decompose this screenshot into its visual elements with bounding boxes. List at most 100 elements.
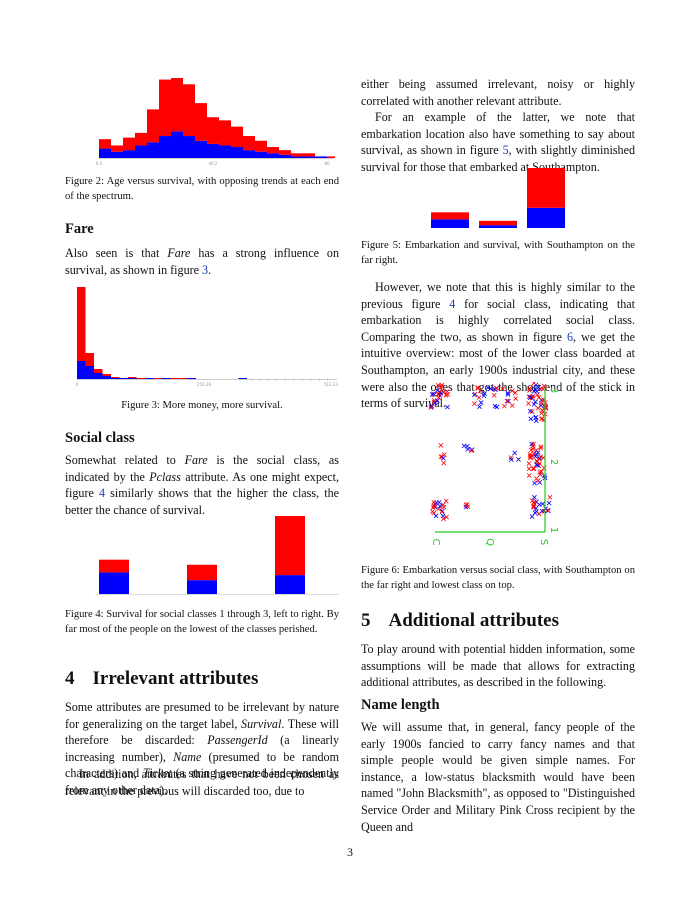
figure-3-fare-histogram: 0 256.16 512.33	[76, 287, 338, 387]
fig3-bar-s0-5	[119, 378, 128, 379]
fig5-bar-s1-0	[431, 212, 469, 220]
fig6-point-112	[529, 441, 535, 447]
fig6-point-53	[513, 396, 519, 402]
figure-4-link-2[interactable]: 4	[449, 296, 456, 311]
fig6-point-189	[440, 455, 446, 461]
fig4-bar-s0-2	[275, 575, 305, 594]
figure-6-link[interactable]: 6	[566, 329, 574, 344]
fig3-bar-s1-4	[111, 377, 120, 378]
fig2-bar-s0-16	[291, 156, 303, 158]
fig6-point-54	[477, 404, 482, 410]
fig6-point-90	[539, 407, 545, 413]
section-4-heading: 4 Irrelevant attributes	[65, 668, 259, 689]
fig6-point-15	[443, 392, 449, 398]
embarkation-paragraph: For an example of the latter, we note th…	[361, 110, 635, 174]
fig6-point-181	[431, 499, 437, 505]
name-length-paragraph: We will assume that, in general, fancy p…	[361, 720, 635, 834]
fig2-bar-s0-4	[147, 142, 159, 158]
fig2-bar-s0-10	[219, 145, 231, 158]
fig6-point-24	[432, 400, 438, 406]
figure-5-link[interactable]: 5	[502, 143, 509, 158]
social-class-heading: Social class	[65, 430, 135, 446]
fig6-point-62	[539, 410, 544, 416]
fig6-point-155	[547, 494, 553, 500]
fig6-point-141	[530, 453, 536, 459]
fig6-point-164	[444, 514, 449, 520]
fig6-point-9	[431, 391, 436, 397]
figure-5-embarkation-bars	[431, 168, 565, 228]
fig6-point-200	[512, 450, 518, 456]
fig6-point-193	[469, 448, 474, 454]
fig6-point-42	[482, 391, 487, 396]
fig4-bar-s1-1	[187, 564, 217, 581]
fig2-bar-s1-9	[207, 117, 219, 144]
fig6-point-156	[533, 505, 539, 511]
figure-2-age-histogram: 0.4 40.2 80	[96, 78, 335, 166]
fig2-bar-s0-17	[303, 156, 315, 158]
fig6-x-tick-0: C	[430, 539, 441, 546]
fig2-tick-label-1: 40.2	[209, 161, 218, 166]
fig6-point-196	[463, 504, 469, 510]
fig3-bar-s1-11	[170, 378, 179, 379]
fig2-bar-s1-16	[291, 153, 303, 157]
fig6-point-37	[509, 388, 515, 394]
fig6-point-26	[505, 398, 511, 404]
fig2-bar-s0-6	[171, 131, 183, 158]
fig2-bar-s1-14	[267, 147, 279, 154]
figure-5-caption: Figure 5: Embarkation and survival, with…	[361, 240, 635, 266]
fig6-point-108	[526, 461, 532, 466]
figure-4-link[interactable]: 4	[98, 486, 106, 501]
fig6-point-14	[429, 404, 434, 410]
fig6-point-137	[534, 459, 540, 465]
fig5-bar-s0-1	[479, 225, 517, 228]
fare-paragraph: Also seen is that Fare has a strong infl…	[65, 246, 339, 277]
fig6-point-55	[494, 404, 500, 410]
fig6-point-95	[538, 400, 544, 406]
additional-paragraph-1: To play around with potential hidden inf…	[361, 642, 635, 690]
fig6-point-4	[439, 382, 445, 388]
fig2-bar-s0-12	[243, 150, 255, 158]
fig6-point-81	[526, 401, 531, 406]
fig6-point-175	[441, 516, 446, 522]
fig2-tick-label-0: 0.4	[96, 161, 103, 166]
figure-4-class-bars	[95, 516, 339, 595]
fig6-point-134	[538, 444, 544, 450]
fig6-point-21	[436, 392, 442, 397]
fig6-point-25	[445, 404, 450, 410]
fig6-point-51	[485, 385, 491, 391]
fig3-bar-s1-6	[128, 377, 137, 378]
fig6-point-86	[527, 388, 532, 393]
fig6-point-159	[539, 508, 545, 514]
fig2-bar-s0-11	[231, 147, 243, 158]
fig3-bar-s0-10	[162, 378, 171, 379]
fig6-point-129	[530, 466, 536, 471]
fig2-bar-s1-3	[135, 132, 147, 146]
fig6-point-139	[537, 472, 543, 478]
fig6-point-73	[533, 415, 538, 421]
fig3-bar-s0-13	[187, 378, 196, 379]
fig5-bar-s0-2	[527, 207, 565, 228]
fig2-bar-s0-0	[99, 148, 111, 158]
fig6-point-98	[539, 416, 544, 422]
fig6-point-52	[491, 392, 497, 398]
social-class-paragraph: Somewhat related to Fare is the social c…	[65, 453, 339, 517]
figure-3-link[interactable]: 3	[202, 262, 209, 277]
fig6-point-88	[530, 393, 536, 399]
fig2-bar-s1-6	[171, 78, 183, 132]
irrelevant-paragraph-2-continued: either being assumed irrelevant, noisy o…	[361, 77, 635, 108]
fig6-point-183	[436, 500, 442, 505]
fig3-bar-s0-6	[128, 378, 137, 379]
fig6-point-39	[509, 403, 515, 408]
fig2-bar-s0-9	[207, 143, 219, 158]
fig6-point-163	[543, 506, 549, 512]
fig6-point-57	[533, 399, 538, 405]
fig6-y-tick-0: 1	[548, 527, 559, 533]
fig2-bar-s0-14	[267, 153, 279, 158]
fig6-x-tick-2: S	[538, 539, 549, 545]
fig6-point-148	[529, 514, 535, 519]
fig6-point-182	[430, 509, 435, 514]
figure-3-caption: Figure 3: More money, more survival.	[121, 400, 283, 411]
fig6-point-185	[438, 454, 444, 460]
fig6-point-17	[439, 384, 445, 389]
fig6-point-138	[526, 473, 532, 478]
